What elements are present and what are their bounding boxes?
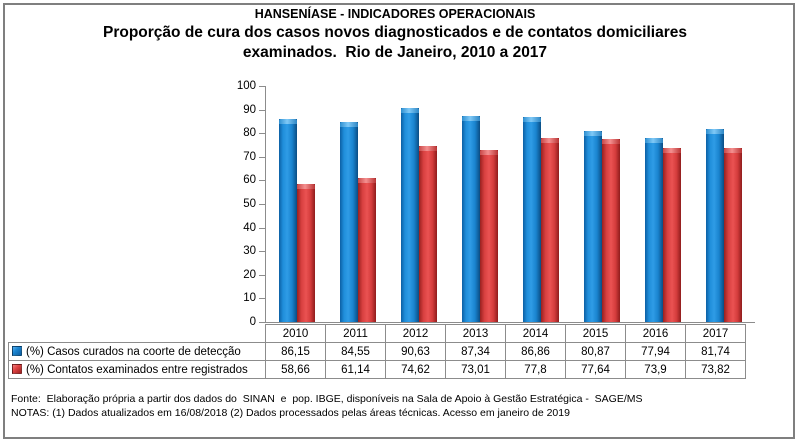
bar-series1-2013 [461,115,480,322]
footer-notes: Fonte: Elaboração própria a partir dos d… [11,392,643,420]
bar-series1-2012 [400,108,419,322]
legend-swatch-series1 [12,345,22,356]
y-axis-tick [259,204,265,205]
y-axis-tick-label: 20 [243,268,256,281]
x-axis-line [260,322,755,323]
title-block: HANSENÍASE - INDICADORES OPERACIONAIS Pr… [0,6,790,63]
value-series1-2016: 77,94 [625,342,686,361]
y-axis-tick [259,251,265,253]
bar-series1-2016 [645,138,664,322]
value-series1-2013: 87,34 [445,342,506,361]
bar-series2-2011 [357,177,376,322]
y-axis-tick [259,86,265,87]
bar-series1-2014 [523,117,542,322]
year-header-2010: 2010 [265,324,326,343]
value-series1-2010: 86,15 [265,342,326,361]
bar-series1-2011 [339,122,358,322]
chart-supertitle: HANSENÍASE - INDICADORES OPERACIONAIS [254,7,536,21]
chart-title-line1: Proporção de cura dos casos novos diagno… [103,24,687,41]
notes-note: NOTAS: (1) Dados atualizados em 16/08/20… [11,407,570,419]
year-header-2013: 2013 [445,324,506,343]
y-axis-line [265,86,266,323]
bar-series2-2014 [541,138,560,322]
year-header-2016: 2016 [625,324,686,343]
y-axis-tick-label: 70 [243,150,256,163]
value-series2-2012: 74,62 [385,360,446,379]
value-series2-2010: 58,66 [265,360,326,379]
y-axis-tick-label: 40 [243,221,256,234]
y-axis-tick [259,109,265,111]
y-axis-tick [259,156,265,158]
value-series2-2011: 61,14 [325,360,386,379]
y-axis-tick-label: 90 [243,103,256,116]
value-series2-2015: 77,64 [565,360,626,379]
table-header-row: 2010 2011 2012 2013 2014 2015 2016 2017 [9,324,746,343]
category-2013 [449,86,510,322]
y-axis-tick-label: 0 [249,316,256,328]
category-2016 [633,86,694,322]
year-header-2017: 2017 [685,324,746,343]
y-axis-tick [259,298,265,300]
chart-title-line2: examinados. Rio de Janeiro, 2010 a 2017 [242,44,548,61]
source-note: Fonte: Elaboração própria a partir dos d… [11,393,643,405]
value-series1-2015: 80,87 [565,342,626,361]
data-table: 2010 2011 2012 2013 2014 2015 2016 2017 (%) Caso… [8,324,746,379]
year-header-2014: 2014 [505,324,566,343]
year-header-2012: 2012 [385,324,446,343]
table-corner-cell [9,325,266,343]
value-series2-2013: 73,01 [445,360,506,379]
bar-series2-2017 [724,147,743,322]
bar-series2-2015 [602,138,621,322]
category-2012 [388,86,449,322]
legend-label-series2: (%) Contatos examinados entre registrado… [8,360,266,379]
y-axis-tick [259,180,265,182]
bar-series1-2010 [278,118,297,322]
bar-series1-2015 [584,131,603,322]
year-header-2015: 2015 [565,324,626,343]
y-axis-tick-label: 50 [243,198,256,210]
table-row-series1: (%) Casos curados na coorte de detecção 8… [8,342,746,361]
y-axis-tick-label: 10 [243,292,256,305]
value-series1-2012: 90,63 [385,342,446,361]
y-axis-tick [259,322,265,323]
bar-series1-2017 [706,129,725,322]
value-series2-2014: 77,8 [505,360,566,379]
category-2011 [327,86,388,322]
value-series1-2017: 81,74 [685,342,746,361]
y-axis-tick-label: 80 [243,127,256,140]
legend-swatch-series2 [12,363,22,374]
y-axis-tick-label: 100 [236,80,256,92]
y-axis-tick-label: 60 [243,174,256,187]
table-row-series2: (%) Contatos examinados entre registrado… [8,360,746,379]
bar-series2-2010 [296,183,315,322]
category-2010 [266,86,327,322]
bar-series2-2016 [663,147,682,322]
year-header-2011: 2011 [325,324,386,343]
category-2015 [572,86,633,322]
bar-series2-2013 [479,149,498,322]
value-series1-2014: 86,86 [505,342,566,361]
value-series2-2017: 73,82 [685,360,746,379]
y-axis-tick [259,227,265,229]
value-series1-2011: 84,55 [325,342,386,361]
y-axis-tick [259,274,265,276]
legend-label-series1: (%) Casos curados na coorte de detecção [8,342,266,361]
bar-series2-2012 [418,145,437,322]
category-2014 [511,86,572,322]
y-axis-tick-label: 30 [243,245,256,258]
category-2017 [694,86,755,322]
value-series2-2016: 73,9 [625,360,686,379]
y-axis-tick [259,133,265,135]
